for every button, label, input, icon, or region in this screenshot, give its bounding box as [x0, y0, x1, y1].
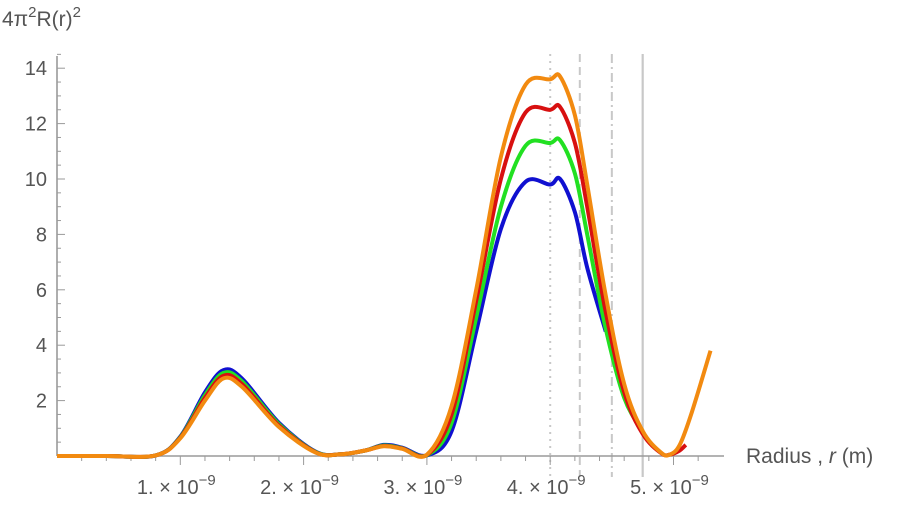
series-line-1: [56, 175, 608, 460]
reference-lines: [549, 54, 644, 477]
x-tick-label: 5. × 10−9: [630, 472, 709, 499]
ticks: 1. × 10−9 2. × 10−9 3. × 10−9 4. × 10−9 5. ×…: [25, 53, 709, 499]
y-tick-label: 6: [36, 280, 47, 302]
x-axis-title: Radius , r (m): [746, 445, 873, 468]
x-tick-label: 4. × 10−9: [507, 472, 586, 499]
y-tick-label: 14: [25, 58, 47, 80]
y-tick-label: 10: [25, 169, 47, 191]
x-tick-label: 2. × 10−9: [260, 472, 339, 499]
series-line-2: [56, 136, 645, 459]
axes: [56, 56, 724, 457]
series-lines: [56, 72, 713, 460]
y-tick-label: 2: [36, 391, 47, 413]
y-axis-title: 4π2R(r)2: [2, 4, 81, 31]
y-tick-label: 8: [36, 224, 47, 246]
y-tick-label: 12: [25, 114, 47, 136]
x-tick-label: 1. × 10−9: [137, 472, 216, 499]
x-tick-label: 3. × 10−9: [383, 472, 462, 499]
y-tick-label: 4: [36, 335, 47, 357]
series-line-4: [56, 72, 713, 459]
